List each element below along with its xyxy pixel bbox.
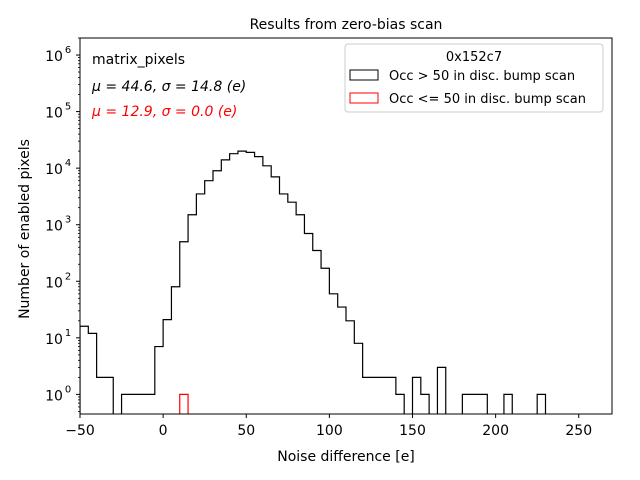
histogram-bin (313, 250, 321, 414)
histogram-step-line-0 (80, 150, 547, 414)
histogram-bin (288, 202, 296, 414)
histogram-bin (138, 394, 146, 414)
histogram-bin (147, 394, 155, 414)
histogram-bin (255, 157, 263, 414)
histogram-bin (329, 294, 337, 414)
histogram-bin (230, 154, 238, 414)
annotation-stats-low: μ = 12.9, σ = 0.0 (e) (91, 104, 237, 120)
histogram-bin (105, 377, 113, 414)
y-tick-exponent: 6 (65, 45, 71, 56)
histogram-bin (379, 377, 387, 414)
y-axis-label: Number of enabled pixels (17, 139, 33, 319)
legend: 0x152c7 Occ > 50 in disc. bump scan Occ … (344, 43, 604, 113)
histogram-bin (280, 194, 288, 414)
y-tick-exponent: 4 (65, 158, 71, 169)
y-tick-exponent: 0 (65, 384, 71, 395)
legend-label-high-occ: Occ > 50 in disc. bump scan (389, 69, 575, 84)
y-tick-exponent: 5 (65, 102, 71, 113)
x-tick-label: 100 (316, 423, 343, 439)
histogram-bin (371, 377, 379, 414)
histogram-bin (479, 394, 487, 414)
histogram-bin (163, 320, 171, 414)
legend-swatch-high-occ (349, 69, 379, 81)
x-axis-label: Noise difference [e] (277, 449, 415, 465)
annotations: matrix_pixels μ = 44.6, σ = 14.8 (e) μ =… (91, 52, 246, 120)
histogram-bin (346, 321, 354, 414)
histogram-bin (263, 166, 271, 414)
histogram-bin (421, 394, 429, 414)
x-tick-label: 0 (159, 423, 168, 439)
x-tick-label: 50 (237, 423, 255, 439)
x-axis: −50 0 50 100 150 200 250 (65, 414, 592, 439)
histogram-bin (246, 152, 254, 414)
histogram-bin (271, 177, 279, 414)
x-tick-label: 200 (482, 423, 509, 439)
annotation-stats-main: μ = 44.6, σ = 14.8 (e) (91, 79, 246, 95)
histogram-bin (171, 287, 179, 414)
plot-area (79, 37, 613, 415)
histogram-bin (321, 268, 329, 414)
y-tick-label: 10 (45, 388, 63, 404)
histogram-bin (396, 394, 404, 414)
legend-frame (344, 43, 604, 113)
y-tick-label: 10 (45, 275, 63, 291)
histogram-step-line-1 (179, 393, 189, 414)
histogram-bin (188, 215, 196, 414)
histogram-bin (437, 367, 445, 414)
histogram-bin (471, 394, 479, 414)
histogram-bin (180, 242, 188, 414)
histogram-bin (97, 377, 105, 414)
histogram-bin (363, 377, 371, 414)
annotation-dataset: matrix_pixels (92, 52, 185, 68)
histogram-bin (354, 343, 362, 414)
legend-title: 0x152c7 (446, 50, 502, 65)
histogram-bin (388, 377, 396, 414)
y-tick-label: 10 (45, 49, 63, 65)
series-0 (80, 150, 547, 414)
histogram-bin (504, 394, 512, 414)
y-tick-label: 10 (45, 219, 63, 235)
x-tick-label: 150 (399, 423, 426, 439)
chart-title: Results from zero-bias scan (250, 17, 443, 33)
histogram-bin (238, 151, 246, 414)
histogram-bin (122, 394, 130, 414)
series-1 (179, 393, 189, 414)
histogram-bin (80, 326, 88, 414)
axes-frame (79, 37, 613, 415)
y-tick-label: 10 (45, 106, 63, 122)
y-tick-exponent: 2 (65, 271, 71, 282)
histogram-bin (88, 333, 96, 414)
y-tick-exponent: 3 (65, 215, 71, 226)
y-tick-label: 10 (45, 332, 63, 348)
histogram-bin (180, 394, 188, 414)
histogram-bin (413, 377, 421, 414)
histogram-bin (304, 233, 312, 414)
histogram-bin (213, 171, 221, 414)
histogram-bin (296, 215, 304, 414)
histogram-bin (537, 394, 545, 414)
x-tick-label: 250 (565, 423, 592, 439)
y-tick-exponent: 1 (65, 328, 71, 339)
histogram-bin (338, 307, 346, 414)
histogram-bin (221, 160, 229, 414)
histogram-bin (155, 347, 163, 414)
x-tick-label: −50 (65, 423, 95, 439)
y-tick-label: 10 (45, 162, 63, 178)
histogram-bin (462, 394, 470, 414)
histogram-bin (196, 194, 204, 414)
legend-label-low-occ: Occ <= 50 in disc. bump scan (389, 92, 586, 107)
histogram-bin (130, 394, 138, 414)
legend-swatch-low-occ (349, 92, 379, 104)
histogram-bin (205, 181, 213, 414)
